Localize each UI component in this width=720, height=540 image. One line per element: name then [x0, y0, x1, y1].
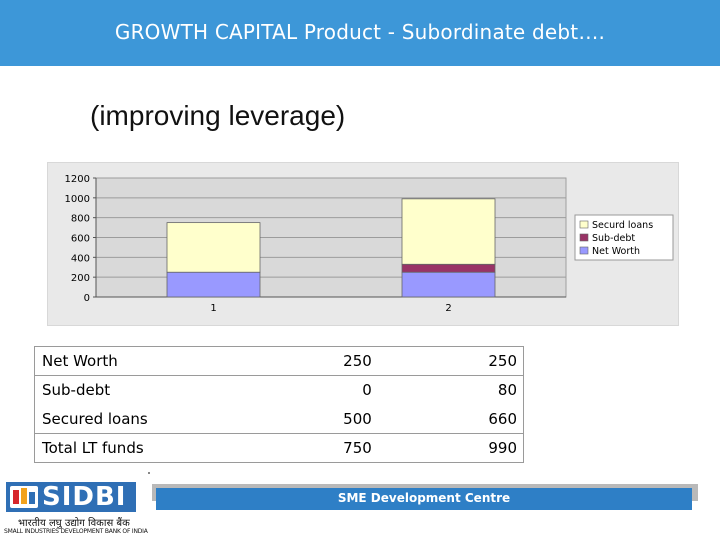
legend-swatch	[579, 220, 589, 229]
legend-swatch	[579, 233, 589, 242]
y-tick-label: 400	[71, 253, 90, 264]
row-value-1: 750	[303, 433, 378, 463]
bar-segment	[401, 263, 496, 273]
sidbi-logo: SIDBI भारतीय लघु उद्योग विकास बैंक SMALL…	[0, 475, 150, 540]
row-value-1: 500	[343, 409, 372, 428]
legend-swatch	[579, 246, 589, 255]
y-tick-label: 1000	[65, 194, 90, 205]
table-row: Secured loans 500 660	[35, 405, 524, 434]
row-value-2: 660	[488, 409, 517, 428]
footer-text: SME Development Centre	[337, 491, 511, 505]
logo-hindi-text: भारतीय लघु उद्योग विकास बैंक	[18, 518, 130, 529]
y-tick-label: 0	[84, 293, 90, 304]
legend-label: Securd loans	[592, 220, 653, 231]
logo-wordmark: SIDBI	[42, 482, 127, 512]
emblem-icon	[10, 486, 38, 508]
row-value-1: 0	[362, 381, 372, 400]
y-tick-label: 600	[71, 234, 90, 245]
funding-table: Net Worth 250 250 Sub-debt 0 80 Secured …	[34, 346, 524, 463]
slide-title: GROWTH CAPITAL Product - Subordinate deb…	[114, 20, 606, 44]
x-tick-label: 1	[210, 303, 216, 314]
row-label: Secured loans	[42, 409, 148, 428]
table-row: Net Worth 250 250	[34, 346, 524, 376]
legend-label: Sub-debt	[592, 233, 635, 244]
bar-segment	[166, 271, 261, 298]
logo-english-text: SMALL INDUSTRIES DEVELOPMENT BANK OF IND…	[4, 528, 148, 535]
x-tick-label: 2	[445, 303, 451, 314]
header-bar: GROWTH CAPITAL Product - Subordinate deb…	[0, 0, 720, 66]
legend-label: Net Worth	[592, 246, 640, 257]
footer-bar: SME Development Centre	[156, 488, 692, 510]
y-tick-label: 800	[71, 214, 90, 225]
chart-frame: 0 200 400 600 800 1000 1200 1 2 Securd loans Sub-d…	[47, 162, 679, 326]
bar-segment	[401, 271, 496, 298]
row-value-2: 250	[377, 346, 524, 376]
y-tick-label: 1200	[65, 174, 90, 185]
bar-segment	[166, 222, 261, 273]
row-value-1: 250	[303, 346, 378, 376]
decorative-dot	[148, 472, 150, 474]
table-row-total: Total LT funds 750 990	[34, 433, 524, 463]
table-row: Sub-debt 0 80	[35, 376, 524, 405]
legend-box	[574, 214, 674, 261]
stacked-bar-chart: 0 200 400 600 800 1000 1200 1 2 Securd loans Sub-d…	[65, 174, 674, 314]
row-value-2: 80	[497, 381, 517, 400]
row-label: Sub-debt	[42, 381, 111, 400]
logo-badge: SIDBI	[6, 482, 136, 512]
row-label: Net Worth	[34, 346, 304, 376]
bar-segment	[401, 198, 496, 265]
slide-subtitle: (improving leverage)	[90, 100, 346, 131]
y-tick-label: 200	[71, 273, 90, 284]
row-label: Total LT funds	[34, 433, 304, 463]
row-value-2: 990	[377, 433, 524, 463]
